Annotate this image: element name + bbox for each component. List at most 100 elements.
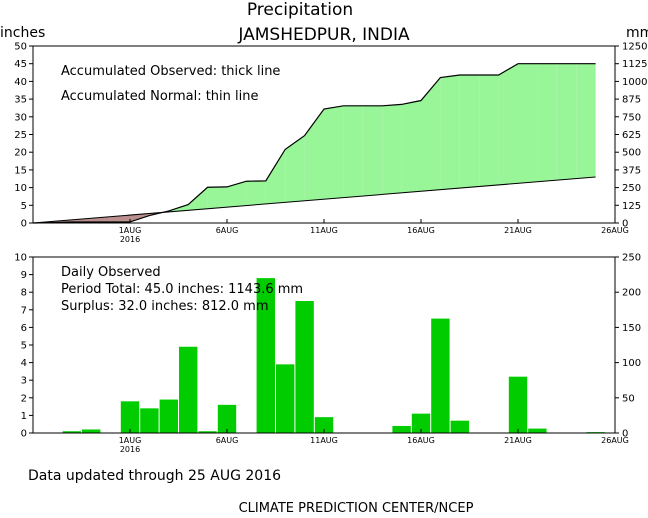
- surplus-area: [576, 63, 596, 179]
- left-axis-tick-label: 40: [14, 77, 27, 88]
- daily-plot-area: [62, 278, 605, 433]
- x-axis-tick-label: 11AUG: [310, 436, 338, 445]
- right-axis-tick-label: 0: [622, 219, 628, 230]
- left-axis-tick-label: 7: [21, 305, 27, 316]
- x-axis-tick-label: 6AUG: [216, 436, 239, 445]
- left-axis-tick-label: 20: [14, 148, 27, 159]
- x-axis-tick-label: 1AUG: [119, 226, 142, 235]
- left-axis-tick-label: 45: [14, 59, 27, 70]
- right-axis-tick-label: 1250: [622, 42, 647, 53]
- daily-bar: [140, 408, 159, 433]
- x-axis-year-label: 2016: [120, 445, 140, 454]
- left-axis-tick-label: 1: [21, 411, 27, 422]
- x-axis-tick-label: 11AUG: [310, 226, 338, 235]
- left-axis-tick-label: 10: [14, 183, 27, 194]
- surplus-area: [459, 75, 480, 189]
- right-axis-tick-label: 375: [622, 165, 641, 176]
- chart-title: Precipitation: [247, 0, 353, 20]
- accumulated-observed-line: [32, 63, 596, 224]
- daily-bar: [62, 431, 81, 433]
- surplus-area: [285, 135, 305, 203]
- surplus-area: [265, 149, 286, 204]
- right-axis-tick-label: 1125: [622, 59, 647, 70]
- left-axis-tick-label: 30: [14, 112, 27, 123]
- surplus-area: [227, 181, 247, 208]
- surplus-area: [479, 75, 499, 187]
- x-axis-tick-label: 16AUG: [407, 436, 435, 445]
- daily-bar: [528, 428, 547, 433]
- right-axis-tick-label: 250: [622, 183, 641, 194]
- right-axis-tick-label: 50: [622, 393, 635, 404]
- legend-observed: Accumulated Observed: thick line: [61, 64, 280, 79]
- right-axis-tick-label: 1000: [622, 77, 647, 88]
- data-updated-label: Data updated through 25 AUG 2016: [28, 468, 281, 484]
- left-axis-tick-label: 5: [21, 201, 27, 212]
- surplus-label: Surplus: 32.0 inches: 812.0 mm: [61, 299, 269, 314]
- left-axis-tick-label: 10: [14, 253, 27, 264]
- x-axis-year-label: 2016: [120, 235, 140, 244]
- right-axis-tick-label: 125: [622, 201, 641, 212]
- right-axis-tick-label: 200: [622, 288, 641, 299]
- accumulated-plot-area: [32, 63, 596, 224]
- daily-bar: [217, 404, 237, 433]
- daily-left-axis: 0 1 2 3 4 5 6 7 8 9 10: [14, 253, 33, 440]
- chart-subtitle: JAMSHEDPUR, INDIA: [237, 25, 410, 45]
- left-unit-label: inches: [0, 25, 45, 41]
- right-axis-tick-label: 0: [622, 429, 628, 440]
- right-unit-label: mm: [626, 25, 648, 41]
- daily-bar: [159, 399, 178, 433]
- surplus-area: [518, 63, 538, 184]
- left-axis-tick-label: 4: [21, 358, 27, 369]
- daily-bar: [120, 401, 140, 433]
- x-axis-tick-label: 26AUG: [601, 436, 629, 445]
- surplus-area: [421, 77, 441, 192]
- surplus-area: [343, 105, 363, 198]
- right-axis-tick-label: 100: [622, 358, 641, 369]
- x-axis-tick-label: 1AUG: [119, 436, 142, 445]
- left-axis-tick-label: 50: [14, 42, 27, 53]
- left-axis-tick-label: 9: [21, 270, 27, 281]
- accumulated-left-axis: 0 5 10 15 20 25 30 35 40 45 50: [14, 42, 33, 230]
- surplus-area: [382, 104, 402, 195]
- left-axis-tick-label: 5: [21, 341, 27, 352]
- daily-bar: [314, 417, 334, 433]
- left-axis-tick-label: 0: [21, 219, 27, 230]
- left-axis-tick-label: 15: [14, 165, 27, 176]
- accumulated-panel: 0 5 10 15 20 25 30 35 40 45 50 0 125 250 375 500 625 750…: [14, 42, 647, 245]
- deficit-area: [71, 218, 92, 222]
- daily-bar: [450, 420, 469, 433]
- period-total-label: Period Total: 45.0 inches: 1143.6 mm: [61, 282, 303, 297]
- right-axis-tick-label: 625: [622, 130, 641, 141]
- surplus-area: [324, 105, 344, 200]
- surplus-area: [401, 100, 421, 193]
- daily-bar: [295, 301, 314, 433]
- surplus-area: [207, 186, 227, 209]
- accumulated-normal-line: [32, 176, 596, 224]
- surplus-area: [304, 109, 324, 201]
- surplus-area: [537, 63, 557, 182]
- daily-bar: [276, 364, 295, 433]
- daily-bar: [82, 429, 101, 433]
- credit-label: CLIMATE PREDICTION CENTER/NCEP: [239, 501, 474, 516]
- daily-right-axis: 0 50 100 150 200 250: [615, 253, 641, 440]
- left-axis-tick-label: 6: [21, 323, 27, 334]
- right-axis-tick-label: 250: [622, 253, 641, 264]
- daily-bar: [198, 431, 217, 433]
- daily-bar: [392, 425, 411, 433]
- surplus-area: [498, 63, 518, 185]
- daily-bar: [508, 376, 528, 433]
- daily-observed-label: Daily Observed: [61, 265, 161, 280]
- x-axis-tick-label: 6AUG: [216, 226, 239, 235]
- accumulated-right-axis: 0 125 250 375 500 625 750 875 1000 1125 1250: [615, 42, 647, 230]
- right-axis-tick-label: 150: [622, 323, 641, 334]
- deficit-area: [110, 215, 130, 222]
- surplus-area: [246, 180, 266, 206]
- daily-bar: [179, 346, 198, 433]
- legend-normal: Accumulated Normal: thin line: [61, 89, 259, 104]
- left-axis-tick-label: 8: [21, 288, 27, 299]
- left-axis-tick-label: 3: [21, 376, 27, 387]
